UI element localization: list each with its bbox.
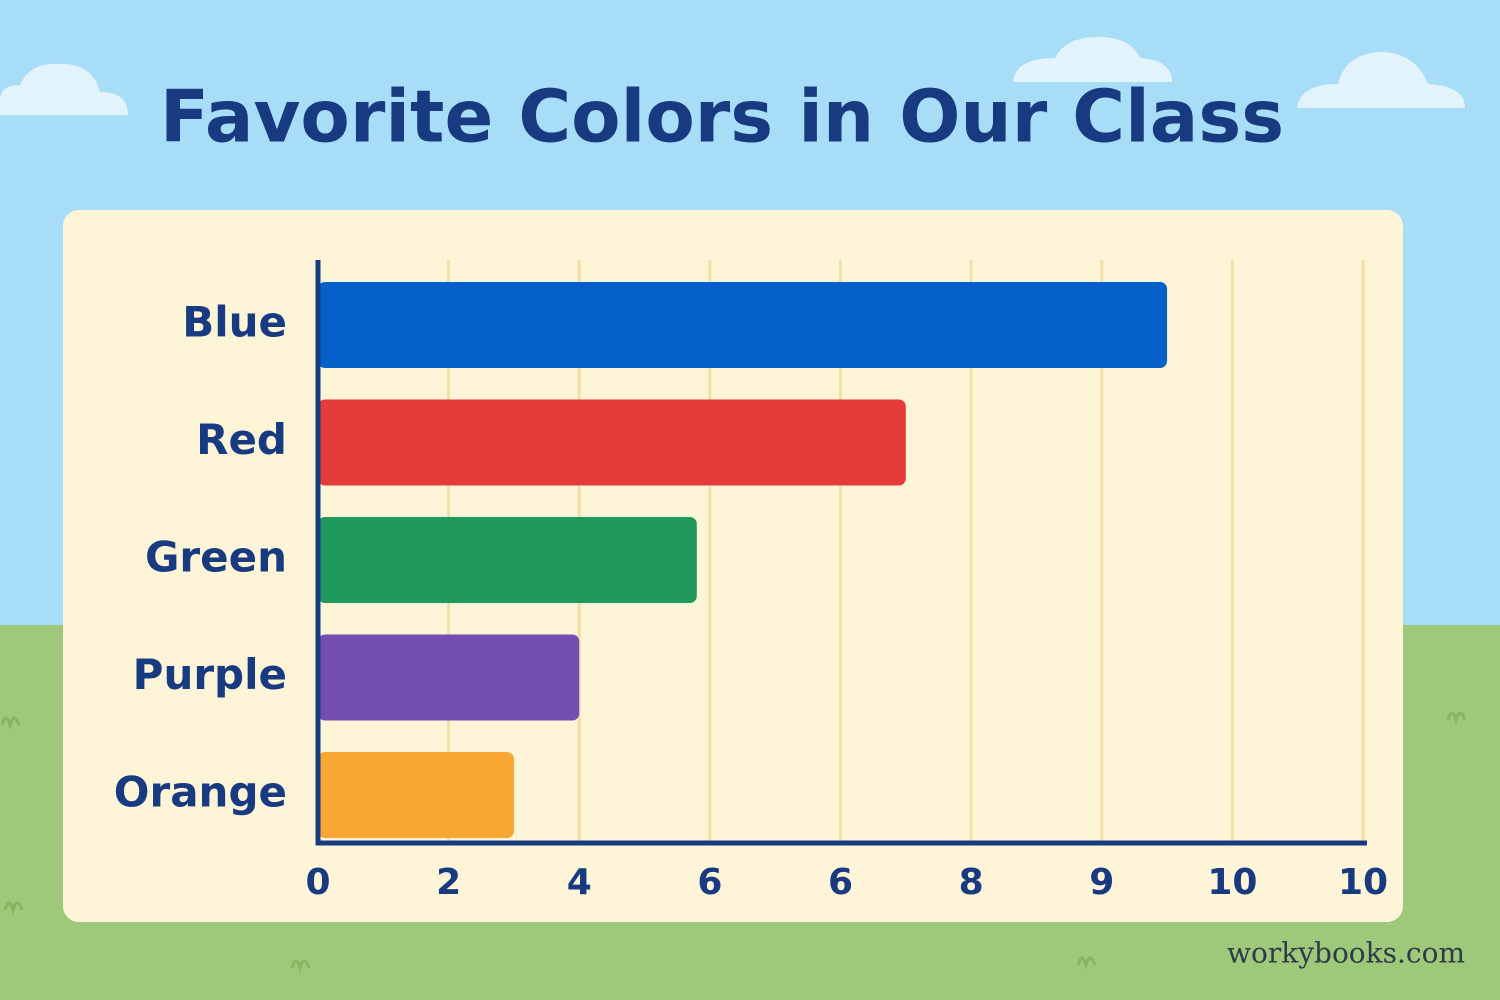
bar [318, 634, 580, 721]
bar [318, 517, 697, 603]
y-tick-label: Green [145, 533, 287, 582]
x-tick-label: 10 [1338, 862, 1388, 903]
bar [318, 399, 906, 486]
watermark: workybooks.com [1227, 937, 1465, 970]
y-tick-label: Red [196, 415, 287, 464]
y-tick-label: Blue [182, 298, 287, 347]
grass-tufts [0, 711, 1467, 974]
x-tick-label: 6 [697, 862, 722, 903]
y-tick-label: Orange [114, 768, 287, 817]
bar [318, 752, 514, 838]
chart-title: Favorite Colors in Our Class [160, 75, 1284, 159]
bar [318, 282, 1168, 368]
x-tick-label: 0 [305, 862, 330, 903]
x-tick-label: 2 [436, 862, 461, 903]
panel [63, 210, 1403, 922]
y-tick-label: Purple [133, 650, 287, 699]
x-tick-label: 6 [828, 862, 853, 903]
clouds [0, 36, 1465, 115]
x-tick-label: 4 [567, 862, 592, 903]
x-tick-label: 8 [959, 862, 984, 903]
x-tick-label: 9 [1089, 862, 1114, 903]
x-tick-label: 10 [1207, 862, 1257, 903]
